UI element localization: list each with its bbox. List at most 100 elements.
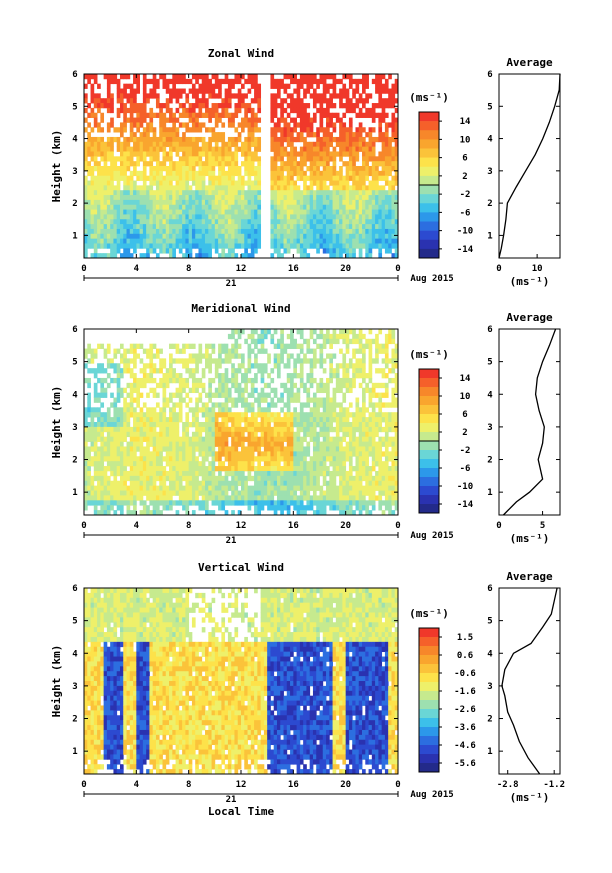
heatmap-cell	[205, 78, 209, 85]
heatmap-cell	[188, 175, 193, 181]
heatmap-cell	[201, 456, 206, 462]
heatmap-cell	[326, 103, 330, 109]
heatmap-cell	[381, 88, 386, 94]
heatmap-cell	[358, 170, 363, 177]
heatmap-cell	[371, 238, 376, 244]
heatmap-cell	[90, 185, 95, 191]
heatmap-cell	[244, 397, 248, 403]
heatmap-cell	[299, 412, 304, 418]
heatmap-cell	[191, 204, 196, 210]
heatmap-cell	[205, 407, 209, 413]
heatmap-cell	[100, 426, 105, 433]
heatmap-cell	[185, 93, 190, 99]
heatmap-cell	[188, 136, 193, 143]
heatmap-cell	[97, 417, 101, 423]
heatmap-cell	[93, 190, 98, 196]
heatmap-cell	[172, 412, 176, 418]
heatmap-cell	[119, 209, 124, 215]
heatmap-cell	[345, 88, 350, 94]
heatmap-cell	[348, 166, 353, 172]
heatmap-cell	[290, 485, 294, 491]
heatmap-cell	[106, 93, 111, 99]
heatmap-cell	[276, 373, 281, 379]
heatmap-cell	[221, 446, 226, 452]
heatmap-cell	[388, 136, 392, 143]
heatmap-cell	[339, 253, 343, 259]
heatmap-cell	[391, 103, 396, 109]
heatmap-cell	[155, 166, 160, 172]
heatmap-cell	[231, 490, 235, 496]
heatmap-cell	[273, 83, 278, 89]
heatmap-cell	[93, 461, 98, 467]
heatmap-cell	[247, 185, 252, 191]
heatmap-cell	[159, 74, 163, 80]
heatmap-cell	[362, 151, 366, 157]
heatmap-cell	[175, 161, 180, 167]
heatmap-cell	[241, 185, 245, 191]
heatmap-cell	[241, 224, 245, 230]
colorbar-tick-label: 2	[462, 172, 467, 182]
heatmap-cell	[290, 343, 294, 349]
heatmap-cell	[205, 470, 209, 477]
heatmap-cell	[201, 175, 206, 181]
heatmap-cell	[241, 233, 245, 240]
heatmap-cell	[391, 93, 396, 99]
heatmap-cell	[378, 233, 383, 240]
heatmap-cell	[149, 412, 154, 418]
heatmap-cell	[169, 166, 173, 172]
heatmap-cell	[290, 117, 294, 123]
heatmap-cell	[93, 407, 98, 413]
heatmap-cell	[303, 353, 307, 359]
heatmap-cell	[355, 224, 360, 230]
heatmap-cell	[214, 199, 219, 206]
heatmap-cell	[254, 422, 258, 428]
heatmap-cell	[267, 412, 271, 418]
heatmap-cell	[195, 353, 199, 359]
heatmap-cell	[142, 103, 147, 109]
heatmap-cell	[241, 93, 245, 99]
heatmap-cell	[201, 402, 206, 408]
heatmap-cell	[312, 417, 317, 423]
heatmap-cell	[263, 446, 268, 452]
heatmap-cell	[172, 456, 176, 462]
heatmap-cell	[270, 219, 275, 225]
heatmap-cell	[250, 490, 255, 496]
heatmap-cell	[152, 170, 157, 177]
heatmap-cell	[293, 446, 297, 452]
heatmap-cell	[103, 451, 108, 457]
heatmap-cell	[172, 161, 176, 167]
heatmap-cell	[119, 107, 124, 114]
heatmap-cell	[280, 233, 284, 240]
heatmap-cell	[136, 103, 140, 109]
heatmap-cell	[368, 136, 373, 143]
heatmap-cell	[198, 490, 203, 496]
heatmap-cell	[244, 117, 248, 123]
heatmap-cell	[208, 248, 212, 254]
heatmap-cell	[146, 485, 150, 491]
heatmap-cell	[218, 373, 222, 379]
heatmap-cell	[93, 441, 98, 447]
colorbar-segment	[419, 185, 439, 195]
heatmap-cell	[306, 402, 311, 408]
heatmap-cell	[358, 214, 363, 220]
colorbar-segment	[419, 112, 439, 122]
y-tick-label: 3	[72, 167, 77, 177]
heatmap-cell	[159, 426, 163, 433]
heatmap-cell	[299, 195, 304, 201]
heatmap-cell	[211, 195, 216, 201]
heatmap-cell	[214, 156, 219, 162]
heatmap-cell	[195, 199, 199, 206]
heatmap-cell	[185, 343, 190, 349]
heatmap-cell	[142, 224, 147, 230]
heatmap-cell	[136, 175, 140, 181]
heatmap-cell	[227, 185, 232, 191]
heatmap-cell	[84, 412, 88, 418]
heatmap-cell	[211, 132, 216, 138]
heatmap-cell	[97, 470, 101, 477]
heatmap-cell	[260, 466, 265, 472]
heatmap-cell	[388, 228, 392, 235]
heatmap-cell	[303, 485, 307, 491]
heatmap-cell	[316, 209, 320, 215]
heatmap-cell	[218, 358, 222, 364]
heatmap-cell	[126, 180, 131, 186]
